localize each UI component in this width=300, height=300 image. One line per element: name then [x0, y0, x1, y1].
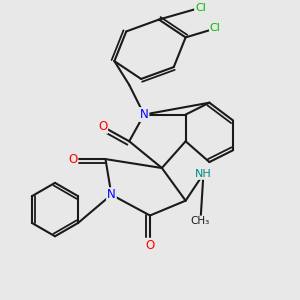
Text: Cl: Cl	[195, 3, 206, 13]
Text: O: O	[68, 153, 77, 166]
Text: CH₃: CH₃	[191, 216, 210, 226]
Text: O: O	[146, 239, 154, 252]
Text: N: N	[107, 188, 116, 201]
Text: N: N	[140, 108, 148, 121]
Text: O: O	[98, 120, 107, 133]
Text: Cl: Cl	[210, 23, 221, 34]
Text: NH: NH	[195, 169, 212, 179]
